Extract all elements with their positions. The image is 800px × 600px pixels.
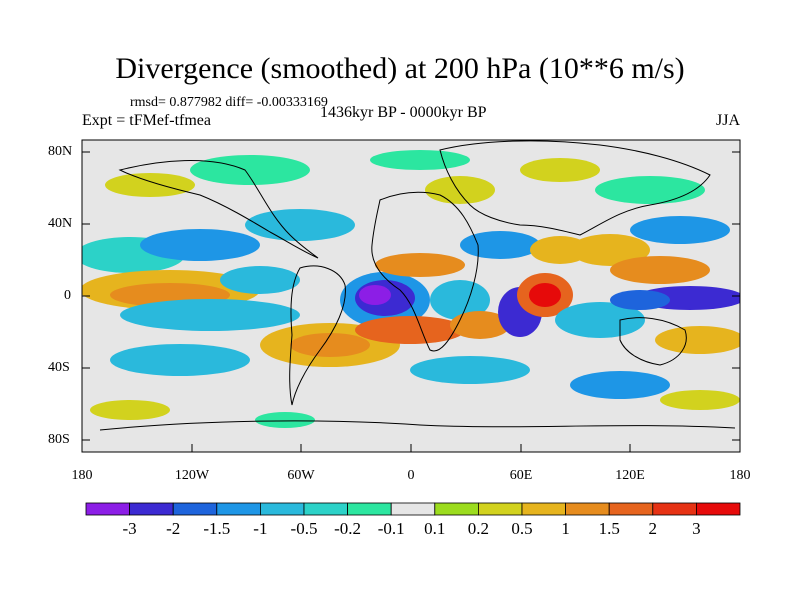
lon-tick-label: 180 bbox=[71, 468, 93, 483]
divergence-field bbox=[82, 150, 740, 428]
colorbar-tick-label: 2 bbox=[648, 519, 658, 538]
figure-title: Divergence (smoothed) at 200 hPa (10**6 … bbox=[115, 52, 685, 85]
continent-outlines bbox=[99, 140, 736, 431]
lat-tick-label: 40S bbox=[48, 360, 70, 375]
lat-tick-label: 80N bbox=[48, 144, 73, 159]
map-ticks bbox=[81, 151, 741, 452]
period-label: 1436kyr BP - 0000kyr BP bbox=[320, 104, 487, 121]
colorbar-tick-label: 1.5 bbox=[598, 519, 620, 538]
colorbar-segment bbox=[347, 502, 392, 516]
colorbar-tick-label: 0.5 bbox=[511, 519, 533, 538]
lon-tick-label: 0 bbox=[407, 468, 415, 483]
colorbar-tick-label: 0.1 bbox=[424, 519, 446, 538]
colorbar-segment bbox=[652, 502, 697, 516]
colorbar-segment bbox=[390, 502, 436, 516]
lon-tick-label: 60W bbox=[287, 468, 315, 483]
colorbar-segment bbox=[259, 502, 305, 516]
colorbar-segment bbox=[434, 502, 479, 516]
colorbar-tick-label: -1.5 bbox=[203, 519, 231, 538]
colorbar-tick-label: 0.2 bbox=[467, 519, 490, 538]
colorbar-segment bbox=[696, 502, 741, 516]
lat-tick-label: 0 bbox=[64, 288, 71, 303]
lat-tick-label: 80S bbox=[48, 432, 70, 447]
stats-line: rmsd= 0.877982 diff= -0.00333169 bbox=[130, 95, 328, 110]
lon-tick-label: 60E bbox=[509, 468, 533, 483]
colorbar-segment bbox=[85, 502, 130, 516]
colorbar-tick-label: -0.1 bbox=[377, 519, 405, 538]
colorbar bbox=[85, 502, 741, 516]
colorbar-segment bbox=[477, 502, 523, 516]
lon-tick-label: 120W bbox=[174, 468, 210, 483]
colorbar-tick-label: -0.5 bbox=[290, 519, 318, 538]
colorbar-segment bbox=[608, 502, 654, 516]
colorbar-segment bbox=[172, 502, 218, 516]
colorbar-segment bbox=[129, 502, 174, 516]
colorbar-tick-label: 3 bbox=[692, 519, 701, 538]
lon-tick-label: 180 bbox=[729, 468, 751, 483]
lon-tick-label: 120E bbox=[615, 468, 645, 483]
colorbar-tick-label: -3 bbox=[122, 519, 137, 538]
colorbar-segment bbox=[565, 502, 610, 516]
lat-tick-label: 40N bbox=[48, 216, 73, 231]
colorbar-segment bbox=[303, 502, 348, 516]
colorbar-segment bbox=[216, 502, 261, 516]
colorbar-tick-label: -1 bbox=[253, 519, 268, 538]
colorbar-segment bbox=[521, 502, 566, 516]
colorbar-tick-label: 1 bbox=[561, 519, 570, 538]
colorbar-tick-label: -2 bbox=[166, 519, 181, 538]
colorbar-tick-label: -0.2 bbox=[334, 519, 362, 538]
experiment-label: Expt = tFMef-tfmea bbox=[82, 112, 211, 129]
season-label: JJA bbox=[716, 112, 741, 129]
